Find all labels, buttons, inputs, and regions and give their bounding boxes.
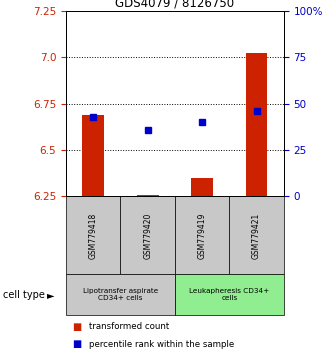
Text: Lipotransfer aspirate
CD34+ cells: Lipotransfer aspirate CD34+ cells (83, 288, 158, 301)
Text: ■: ■ (73, 322, 82, 332)
Bar (137, 195, 158, 196)
Bar (246, 53, 267, 196)
Text: transformed count: transformed count (89, 322, 169, 331)
Bar (82, 115, 104, 196)
Bar (66, 274, 175, 315)
Text: ■: ■ (73, 339, 82, 349)
Text: ►: ► (48, 290, 55, 300)
Bar (175, 274, 284, 315)
Bar (120, 196, 175, 274)
Text: percentile rank within the sample: percentile rank within the sample (89, 340, 234, 349)
Bar (229, 196, 284, 274)
Text: Leukapheresis CD34+
cells: Leukapheresis CD34+ cells (189, 288, 270, 301)
Text: GSM779421: GSM779421 (252, 212, 261, 258)
Text: GSM779419: GSM779419 (198, 212, 207, 259)
Bar (66, 196, 120, 274)
Text: GSM779418: GSM779418 (89, 212, 98, 258)
Text: GSM779420: GSM779420 (143, 212, 152, 259)
Bar (175, 196, 229, 274)
Bar (191, 178, 213, 196)
Title: GDS4079 / 8126750: GDS4079 / 8126750 (115, 0, 234, 10)
Text: cell type: cell type (3, 290, 45, 300)
